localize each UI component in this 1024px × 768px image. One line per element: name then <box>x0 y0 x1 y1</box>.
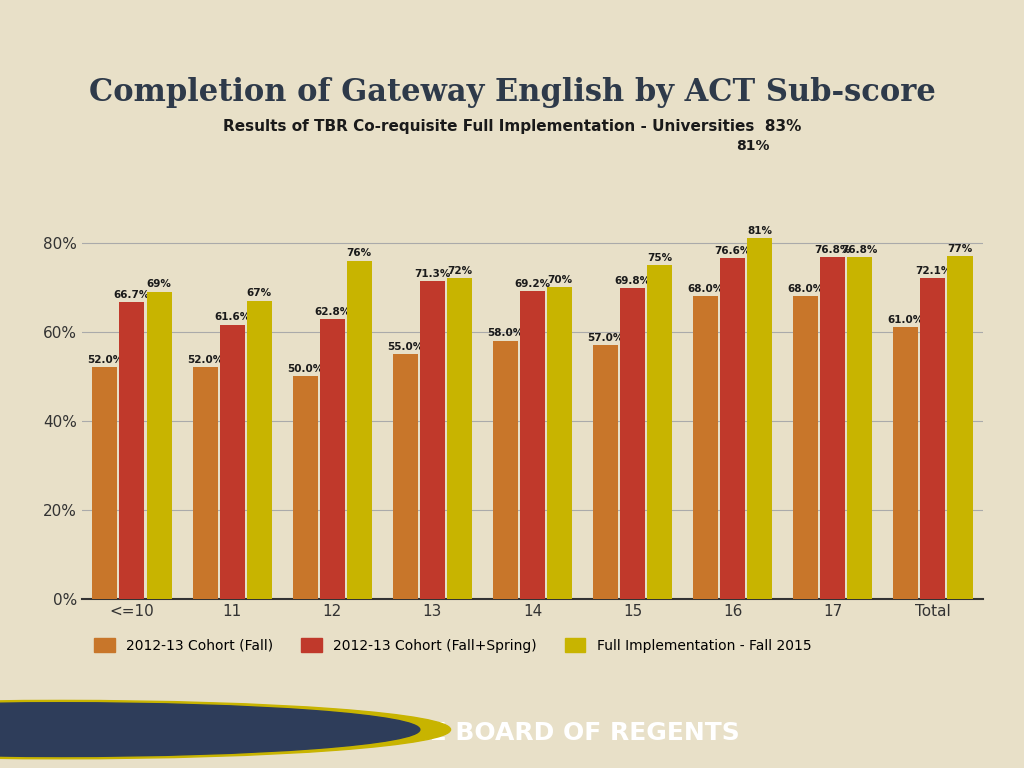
Text: 58.0%: 58.0% <box>487 329 523 339</box>
Bar <box>347 260 372 599</box>
Text: 67%: 67% <box>247 288 271 299</box>
Text: 76.6%: 76.6% <box>715 246 751 256</box>
Bar <box>293 376 317 599</box>
Text: 57.0%: 57.0% <box>588 333 624 343</box>
Bar <box>748 238 772 599</box>
Bar <box>146 292 172 599</box>
Text: 69%: 69% <box>146 280 171 290</box>
Bar <box>219 325 245 599</box>
Bar <box>247 300 271 599</box>
Text: 52.0%: 52.0% <box>87 355 123 366</box>
Text: 72%: 72% <box>446 266 472 276</box>
Text: TENNESSEE BOARD OF REGENTS: TENNESSEE BOARD OF REGENTS <box>285 721 739 746</box>
Text: 50.0%: 50.0% <box>287 364 324 374</box>
Bar <box>593 345 618 599</box>
Text: 71.3%: 71.3% <box>414 270 451 280</box>
Text: 72.1%: 72.1% <box>914 266 951 276</box>
Bar <box>693 296 718 599</box>
Text: 61.6%: 61.6% <box>214 313 250 323</box>
Bar <box>393 354 418 599</box>
Bar <box>794 296 818 599</box>
Text: 62.8%: 62.8% <box>314 307 350 317</box>
Circle shape <box>0 703 420 756</box>
Text: 75%: 75% <box>647 253 672 263</box>
Bar <box>947 256 973 599</box>
Text: 52.0%: 52.0% <box>187 355 223 366</box>
Text: 76.8%: 76.8% <box>815 245 851 255</box>
Text: 68.0%: 68.0% <box>687 284 724 294</box>
Bar <box>319 319 345 599</box>
Text: 81%: 81% <box>748 226 772 236</box>
Circle shape <box>0 700 451 759</box>
Text: 77%: 77% <box>947 243 973 254</box>
Text: 55.0%: 55.0% <box>387 342 424 352</box>
Bar <box>420 281 444 599</box>
Text: 68.0%: 68.0% <box>787 284 824 294</box>
Text: 76.8%: 76.8% <box>842 245 878 255</box>
Text: Results of TBR Co-requisite Full Implementation - Universities  83%: Results of TBR Co-requisite Full Impleme… <box>223 119 801 134</box>
Text: 69.8%: 69.8% <box>614 276 650 286</box>
Text: 61.0%: 61.0% <box>888 315 924 325</box>
Text: Completion of Gateway English by ACT Sub-score: Completion of Gateway English by ACT Sub… <box>88 77 936 108</box>
Bar <box>893 327 919 599</box>
Bar <box>647 265 672 599</box>
Bar <box>193 367 217 599</box>
Legend: 2012-13 Cohort (Fall), 2012-13 Cohort (Fall+Spring), Full Implementation - Fall : 2012-13 Cohort (Fall), 2012-13 Cohort (F… <box>89 632 817 658</box>
Bar <box>446 278 472 599</box>
Bar <box>92 367 118 599</box>
Bar <box>820 257 846 599</box>
Bar <box>848 257 872 599</box>
Bar <box>493 341 518 599</box>
Text: 66.7%: 66.7% <box>114 290 151 300</box>
Text: 81%: 81% <box>736 139 769 153</box>
Bar <box>547 287 572 599</box>
Bar <box>621 288 645 599</box>
Text: 69.2%: 69.2% <box>514 279 551 289</box>
Text: 76%: 76% <box>347 248 372 258</box>
Bar <box>520 291 545 599</box>
Bar <box>120 302 144 599</box>
Bar <box>921 278 945 599</box>
Text: 70%: 70% <box>547 275 572 285</box>
Bar <box>720 258 745 599</box>
